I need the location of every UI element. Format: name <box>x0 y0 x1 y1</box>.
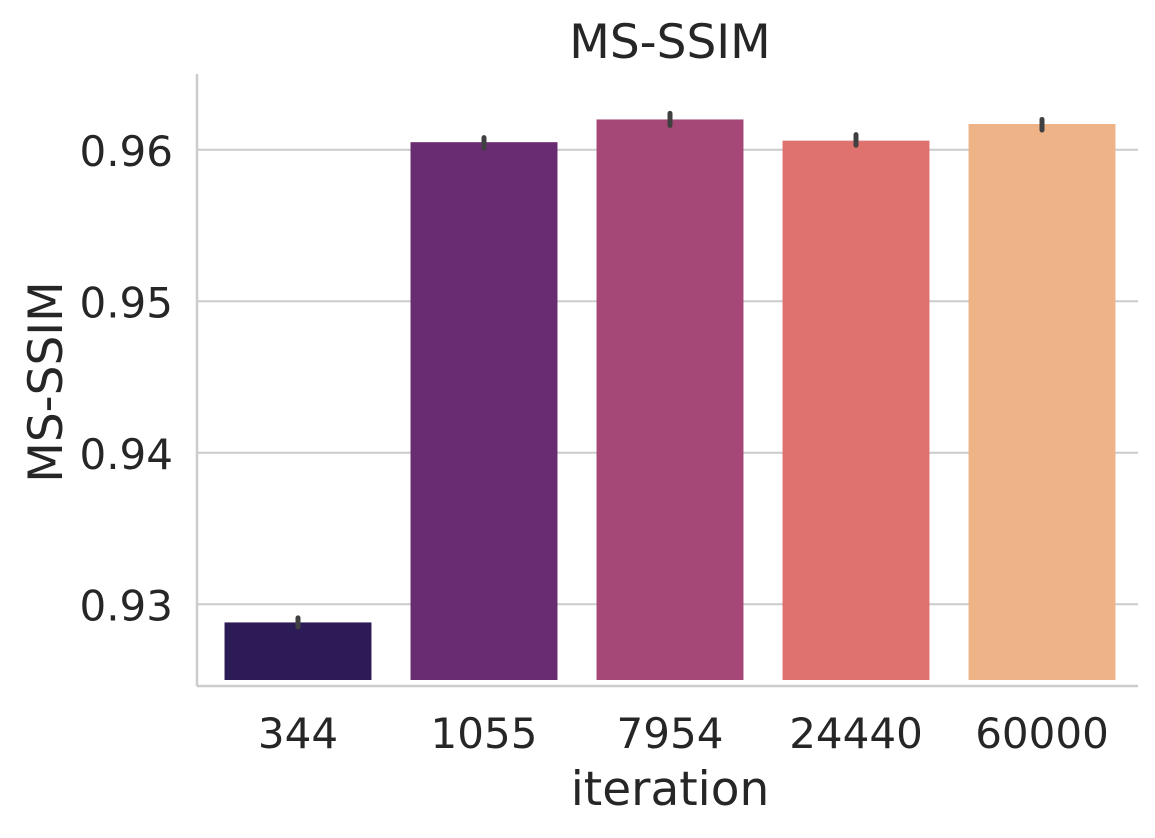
y-tick-label: 0.94 <box>79 430 173 479</box>
y-tick-label: 0.96 <box>79 127 173 176</box>
x-tick-label: 7954 <box>617 709 724 758</box>
x-tick-labels: 344 1055 7954 24440 60000 <box>258 709 1109 758</box>
x-axis-label: iteration <box>571 762 770 817</box>
y-axis-label: MS-SSIM <box>19 281 74 482</box>
x-tick-label: 60000 <box>975 709 1109 758</box>
x-tick-label: 1055 <box>431 709 538 758</box>
y-tick-label: 0.95 <box>79 278 173 327</box>
y-tick-label: 0.93 <box>79 581 173 630</box>
bar <box>782 140 930 680</box>
bar <box>224 622 372 680</box>
x-tick-label: 24440 <box>789 709 923 758</box>
chart-title: MS-SSIM <box>569 15 770 70</box>
bar <box>596 119 744 680</box>
y-tick-labels: 0.93 0.94 0.95 0.96 <box>79 127 173 631</box>
axes-spines <box>195 74 1138 688</box>
bars <box>224 119 1116 681</box>
bar <box>410 142 558 681</box>
bar <box>968 123 1116 681</box>
x-tick-label: 344 <box>258 709 338 758</box>
error-bars <box>295 110 1045 630</box>
